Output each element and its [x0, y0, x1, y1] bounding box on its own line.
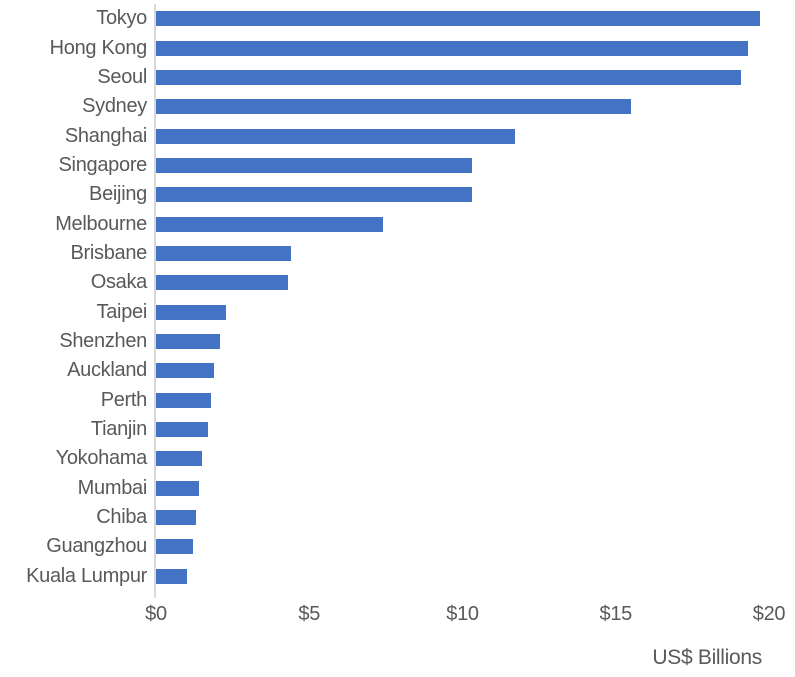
category-axis-labels: Tokyo Hong Kong Seoul Sydney Shanghai Singapo… — [0, 4, 147, 591]
bar-taipei — [156, 304, 227, 320]
category-label-yokohama: Yokohama — [55, 447, 148, 470]
value-axis-tick-labels: $0 $5 $10 $15 $20 — [0, 603, 795, 631]
category-label-beijing: Beijing — [89, 183, 147, 206]
category-label-chiba: Chiba — [96, 506, 147, 529]
bar-auckland — [156, 363, 215, 379]
bar-mumbai — [156, 480, 199, 496]
value-axis-tick-label: $20 — [752, 603, 786, 625]
bar-hong-kong — [156, 40, 748, 56]
category-label-brisbane: Brisbane — [70, 241, 147, 264]
bar-tianjin — [156, 422, 209, 438]
value-axis-tick-label: $0 — [145, 603, 167, 625]
bar-shanghai — [156, 128, 515, 144]
category-label-singapore: Singapore — [58, 153, 148, 176]
value-axis-tick-label: $5 — [298, 603, 321, 625]
value-axis-tick-label: $10 — [446, 603, 479, 625]
bar-seoul — [156, 69, 742, 85]
bar-osaka — [156, 275, 288, 291]
category-label-sydney: Sydney — [82, 95, 147, 118]
category-label-mumbai: Mumbai — [77, 476, 148, 499]
bar-sydney — [156, 99, 632, 115]
bar-singapore — [156, 157, 472, 173]
category-label-tokyo: Tokyo — [96, 7, 147, 30]
category-label-hong-kong: Hong Kong — [49, 36, 148, 59]
category-label-auckland: Auckland — [67, 359, 147, 382]
bar-tokyo — [156, 11, 760, 27]
bar-yokohama — [156, 451, 202, 467]
category-label-kuala-lumpur: Kuala Lumpur — [26, 564, 147, 587]
category-label-shanghai: Shanghai — [64, 124, 147, 147]
bar-beijing — [156, 187, 472, 203]
category-label-perth: Perth — [100, 388, 148, 411]
plot-area — [154, 4, 795, 598]
value-axis-title: US$ Billions — [652, 646, 762, 669]
category-label-guangzhou: Guangzhou — [46, 535, 147, 558]
bar-kuala-lumpur — [156, 568, 187, 584]
bar-brisbane — [156, 245, 291, 261]
category-label-shenzhen: Shenzhen — [59, 329, 147, 352]
bar-shenzhen — [156, 334, 221, 350]
category-label-osaka: Osaka — [90, 271, 148, 294]
category-label-melbourne: Melbourne — [55, 212, 147, 235]
bar-melbourne — [156, 216, 383, 232]
category-label-taipei: Taipei — [96, 300, 148, 323]
category-label-seoul: Seoul — [97, 65, 147, 88]
bar-perth — [156, 392, 212, 408]
value-axis-tick-label: $15 — [599, 603, 633, 625]
bar-guangzhou — [156, 539, 193, 555]
bar-chiba — [156, 510, 196, 526]
category-label-tianjin: Tianjin — [90, 417, 147, 440]
category-axis-line — [154, 4, 156, 598]
